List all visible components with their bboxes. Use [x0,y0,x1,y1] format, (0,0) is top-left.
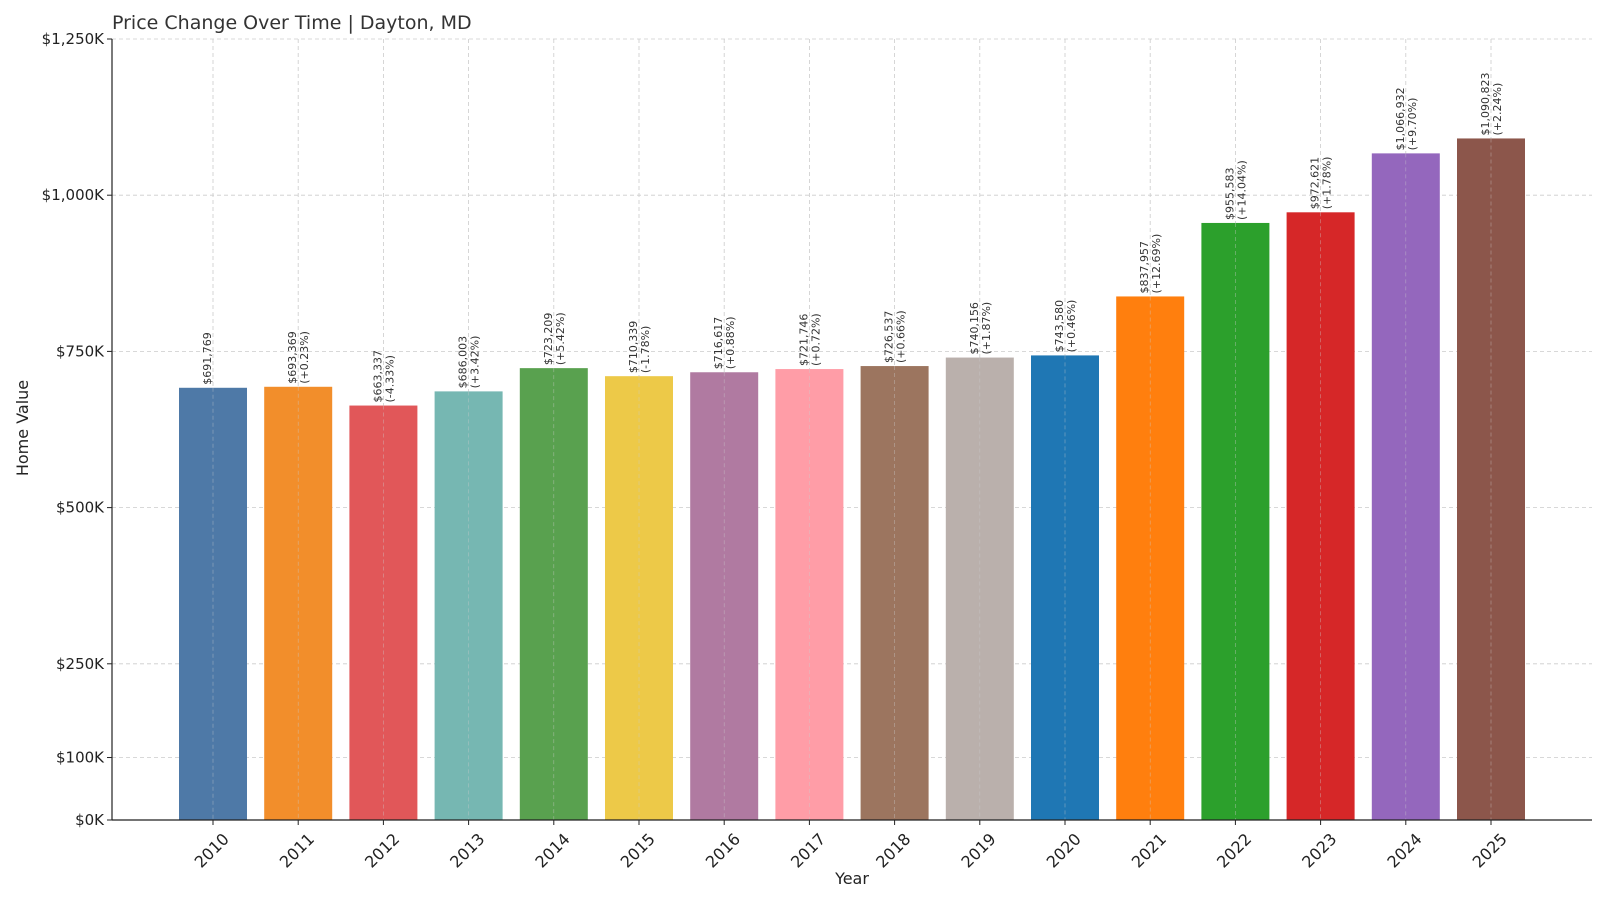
data-label-change: (-1.78%) [639,326,652,374]
data-label-group: $726,537 (+0.66%) [883,310,908,363]
x-tick-label: 2023 [1298,829,1340,871]
x-tick-label: 2020 [1043,829,1085,871]
x-tick-label: 2012 [361,829,403,871]
chart-title: Price Change Over Time | Dayton, MD [112,12,472,34]
data-label-group: $1,090,823 (+2.24%) [1479,72,1504,135]
y-tick-label: $750K [56,342,105,360]
data-label-change: (+0.88%) [724,317,737,370]
data-label-change: (+0.23%) [298,331,311,384]
x-tick-label: 2021 [1128,829,1170,871]
data-label-value: $663,337 [371,350,384,403]
data-label-group: $723,209 (+5.42%) [542,312,567,365]
x-tick-label: 2025 [1469,829,1511,871]
data-label-group: $691,769 [201,332,214,385]
x-tick-label: 2010 [191,829,233,871]
x-tick-label: 2024 [1383,829,1425,871]
data-label-group: $693,369 (+0.23%) [286,331,311,384]
data-label-value: $837,957 [1138,241,1151,294]
data-label-change: (+9.70%) [1406,98,1419,151]
data-label-group: $686,003 (+3.42%) [457,336,482,389]
data-label-change: (+5.42%) [554,312,567,365]
x-tick-label: 2011 [276,829,318,871]
x-tick-label: 2022 [1213,829,1255,871]
data-label-group: $1,066,932 (+9.70%) [1394,87,1419,150]
x-tick-label: 2015 [617,829,659,871]
data-label-value: $691,769 [201,332,214,385]
data-label-change: (+1.78%) [1321,157,1334,210]
data-label-value: $743,580 [1053,300,1066,353]
y-tick-label: $500K [56,499,105,517]
x-tick-label: 2016 [702,829,744,871]
x-axis-label: Year [834,869,869,888]
data-label-value: $972,621 [1309,157,1322,210]
data-label-change: (-4.33%) [383,355,396,403]
data-label-value: $726,537 [883,311,896,364]
data-label-change: (+0.72%) [809,313,822,366]
data-label-value: $723,209 [542,313,555,366]
data-label-group: $716,617 (+0.88%) [712,317,737,370]
data-label-group: $743,580 (+0.46%) [1053,300,1078,353]
data-label-change: (+1.87%) [980,302,993,355]
data-label-group: $740,156 (+1.87%) [968,302,993,355]
y-tick-label: $250K [56,655,105,673]
y-tick-label: $1,250K [42,30,105,48]
bars-layer: $691,769 $693,369 (+0.23%) $663,337 (-4.33%)… [179,72,1525,821]
x-tick-label: 2018 [872,829,914,871]
data-label-value: $686,003 [457,336,470,389]
x-tick-label: 2017 [787,829,829,871]
data-label-value: $716,617 [712,317,725,370]
bar [1457,138,1525,820]
data-label-change: (+0.66%) [895,310,908,363]
y-axis-label: Home Value [13,380,32,476]
data-label-change: (+3.42%) [469,336,482,389]
grid-layer [112,38,1592,821]
y-tick-label: $0K [75,811,105,829]
y-tick-label: $1,000K [42,186,105,204]
data-label-value: $955,583 [1223,167,1236,220]
data-label-change: (+2.24%) [1491,83,1504,136]
x-tick-label: 2014 [531,829,573,871]
data-label-value: $1,090,823 [1479,72,1492,135]
data-label-group: $663,337 (-4.33%) [371,350,396,403]
y-tick-label: $100K [56,749,105,767]
data-label-value: $721,746 [797,314,810,367]
data-label-value: $1,066,932 [1394,87,1407,150]
data-label-change: (+0.46%) [1065,300,1078,353]
x-tick-label: 2013 [446,829,488,871]
data-label-value: $710,339 [627,321,640,374]
data-label-change: (+14.04%) [1235,160,1248,220]
data-label-value: $693,369 [286,331,299,384]
data-label-group: $837,957 (+12.69%) [1138,234,1163,294]
x-tick-label: 2019 [957,829,999,871]
data-label-group: $721,746 (+0.72%) [797,313,822,366]
data-label-value: $740,156 [968,302,981,355]
data-label-change: (+12.69%) [1150,234,1163,294]
data-label-group: $972,621 (+1.78%) [1309,157,1334,210]
data-label-group: $710,339 (-1.78%) [627,321,652,374]
data-label-group: $955,583 (+14.04%) [1223,160,1248,220]
